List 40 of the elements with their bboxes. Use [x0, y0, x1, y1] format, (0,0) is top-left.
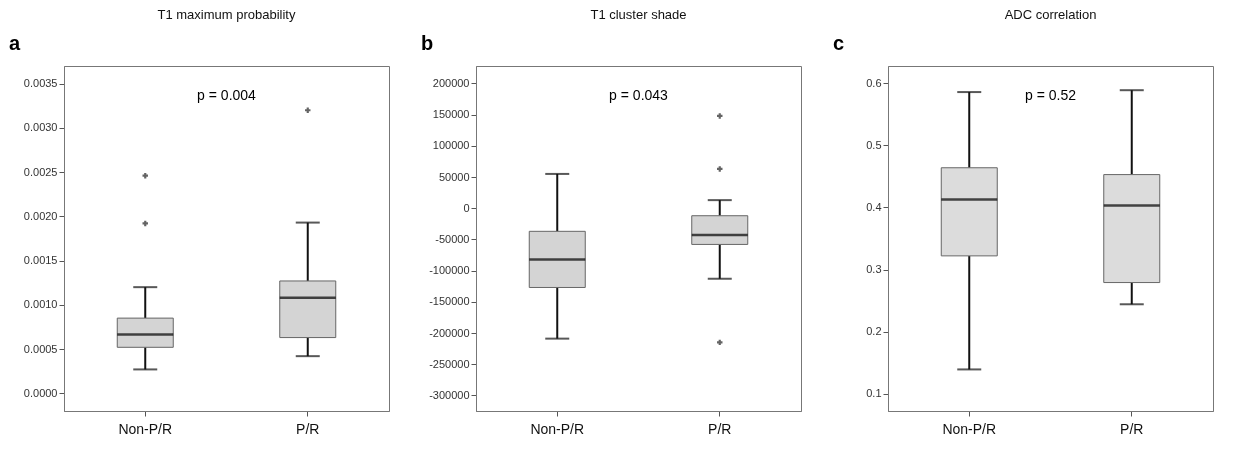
- x-tick-label: Non-P/R: [118, 420, 173, 437]
- x-tick-label: P/R: [1120, 420, 1144, 437]
- text: a: [9, 32, 21, 54]
- y-tick-label: -300000: [429, 388, 470, 401]
- y-tick-label: -50000: [435, 232, 470, 245]
- y-tick-label: 0.0025: [23, 165, 58, 178]
- y-tick-label: 0.4: [866, 200, 882, 213]
- y-tick-label: 150000: [432, 108, 470, 121]
- y-tick-label: 0.2: [866, 325, 882, 338]
- y-tick-label: 0.0030: [23, 121, 58, 134]
- y-tick-label: -200000: [429, 326, 470, 339]
- annotation: p = 0.004: [197, 87, 257, 103]
- chart-title: T1 cluster shade: [590, 7, 687, 22]
- x-tick-label: P/R: [296, 420, 320, 437]
- y-tick-label: 100000: [432, 139, 470, 152]
- y-tick-label: 0: [463, 201, 470, 214]
- y-tick-label: -150000: [429, 295, 470, 308]
- y-tick-label: 0.5: [866, 138, 882, 151]
- y-tick-label: 0.0020: [23, 209, 58, 222]
- x-tick-label: Non-P/R: [530, 420, 585, 437]
- y-tick-label: 0.0005: [23, 342, 58, 355]
- chart-title: ADC correlation: [1004, 7, 1097, 22]
- annotation: p = 0.043: [609, 87, 669, 103]
- y-tick-label: 0.6: [866, 76, 882, 89]
- y-tick-label: 200000: [432, 76, 470, 89]
- y-tick-label: 0.0035: [23, 77, 58, 90]
- y-tick-label: 0.0015: [23, 254, 58, 267]
- x-tick-label: P/R: [708, 420, 732, 437]
- y-tick-label: 0.3: [866, 263, 882, 276]
- y-tick-label: 0.0010: [23, 298, 58, 311]
- y-tick-label: 0.1: [866, 387, 882, 400]
- annotation: p = 0.52: [1025, 87, 1077, 103]
- text: b: [421, 32, 434, 54]
- x-tick-label: Non-P/R: [942, 420, 997, 437]
- y-tick-label: 0.0000: [23, 386, 58, 399]
- y-tick-label: -100000: [429, 264, 470, 277]
- chart-title: T1 maximum probability: [157, 7, 296, 22]
- y-tick-label: -250000: [429, 357, 470, 370]
- text: c: [833, 32, 845, 54]
- y-tick-label: 50000: [438, 170, 470, 183]
